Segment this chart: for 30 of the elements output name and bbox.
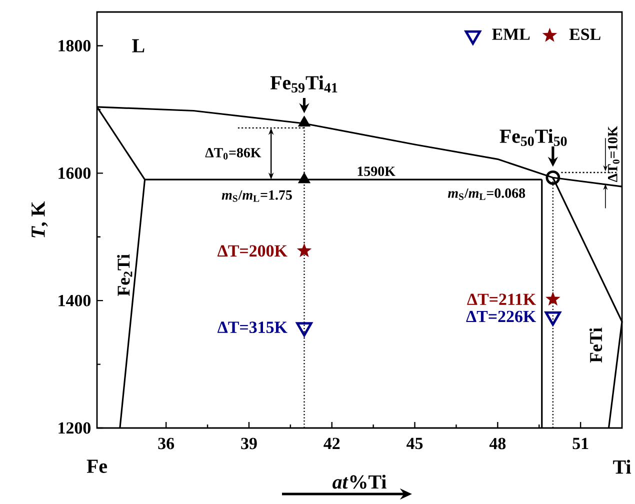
annotation: ΔT$_{0}$=86K: [205, 148, 262, 160]
legend-label: ESL: [569, 28, 600, 40]
annotation: Fe$_{59}$Ti$_{41}$: [270, 75, 338, 93]
annotation: FeTi: [589, 328, 602, 363]
annotation: ΔT=211K: [467, 294, 536, 305]
annotation: Fe$_{50}$Ti$_{50}$: [500, 128, 567, 146]
annotation: 1590K: [358, 166, 396, 176]
annotation: ΔT=200K: [218, 245, 288, 257]
annotation: Fe$_{2}$Ti: [117, 254, 132, 296]
y-tick-label: 1200: [58, 422, 91, 434]
y-tick-label: 1600: [58, 167, 91, 179]
text: Ti: [613, 460, 631, 474]
legend-label: EML: [492, 28, 530, 40]
x-axis-title: at%Ti: [332, 474, 386, 489]
x-tick-label: 36: [158, 438, 174, 450]
x-tick-label: 39: [241, 438, 257, 450]
annotation: ΔT$_{0}$=10K: [608, 126, 620, 182]
y-axis-title: T, K: [32, 201, 48, 238]
x-tick-label: 51: [572, 438, 588, 450]
annotation: ΔT=315K: [218, 322, 288, 334]
annotation: ΔT=226K: [466, 310, 536, 322]
x-tick-label: 45: [406, 438, 423, 450]
annotation: m$_{S}$/m$_{L}$=0.068: [448, 188, 526, 200]
x-tick-label: 42: [324, 438, 340, 450]
y-tick-label: 1800: [58, 40, 91, 52]
annotation: L: [132, 39, 144, 52]
text: Fe: [86, 460, 107, 473]
annotation: m$_{S}$/m$_{L}$=1.75: [222, 190, 292, 202]
x-tick-label: 48: [489, 438, 506, 450]
y-tick-label: 1400: [58, 294, 91, 306]
